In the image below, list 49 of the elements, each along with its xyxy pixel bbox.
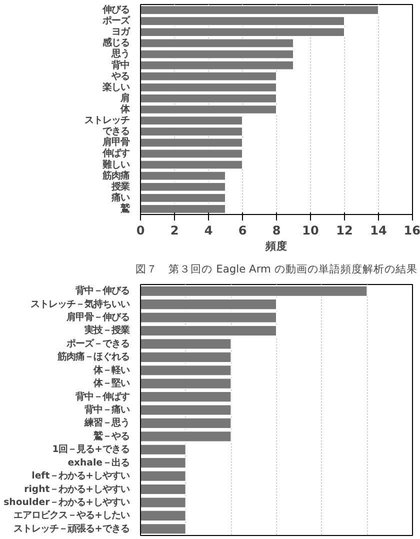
y-tick-label: 肩甲骨－伸びる [66,312,130,324]
y-tick-label: 鷲－やる [92,430,130,442]
y-tick-label: ストレッチ－気持ちいい [30,298,130,310]
y-tick-label: ヨガ [112,26,130,38]
x-tick-label: 12 [336,224,353,238]
y-tick-label: 痛い [110,192,130,204]
y-tick-label: 背中－伸ばす [74,391,130,402]
y-tick-label: 感じる [102,38,130,49]
x-tick-label: 16 [404,224,420,238]
y-tick-label: 体 [120,104,130,115]
y-tick-label: 思う [110,48,130,60]
y-tick-label: 授業 [110,181,130,192]
y-tick-label: 体－軽い [92,364,130,376]
y-tick-label: left－わかる+しやすい [32,470,130,482]
y-tick-label: 背中－痛い [84,404,130,416]
x-tick-label: 6 [238,224,247,238]
x-tick-label: 8 [272,224,281,238]
x-tick-label: 2 [170,224,179,238]
text: 図７ 第３回の Eagle Arm の動画の単語頻度解析の結果 [136,262,418,276]
y-tick-label: ポーズ [102,16,130,27]
y-tick-label: 1回－見る+できる [52,444,130,456]
y-tick-label: 体－堅い [92,378,130,390]
x-tick-label: 10 [302,224,319,238]
y-tick-label: 楽しい [102,82,130,93]
y-tick-label: 練習－思う [84,418,130,429]
y-tick-label: できる [102,126,130,138]
y-tick-label: 難しい [102,159,130,170]
y-tick-label: やる [110,70,130,82]
y-tick-label: 実技－授業 [84,325,130,336]
y-tick-label: 鷲 [120,203,130,214]
y-tick-label: ストレッチ [84,115,130,126]
x-axis-title: 頻度 [264,240,288,252]
y-tick-label: 背中－伸びる [74,286,130,297]
y-tick-label: ストレッチ－頑張る+できる [14,523,130,534]
x-tick-label: 14 [370,224,387,238]
y-tick-label: 背中 [110,60,130,71]
y-tick-label: エアロビクス－やる+したい [14,510,130,522]
y-tick-label: 肩 [120,92,130,104]
y-tick-label: 伸ばす [102,148,130,160]
x-tick-label: 4 [204,224,213,238]
y-tick-label: shoulder－わかる+しやすい [4,496,130,508]
y-tick-label: 筋肉痛 [102,170,130,182]
y-tick-label: right－わかる+しやすい [24,484,130,495]
y-tick-label: 伸びる [102,4,130,16]
y-tick-label: 筋肉痛－ほぐれる [56,352,130,363]
y-tick-label: 肩甲骨 [102,137,130,148]
y-tick-label: ポーズ－できる [66,338,130,350]
x-tick-label: 0 [136,224,145,238]
y-tick-label: exhale－出る [68,457,130,468]
